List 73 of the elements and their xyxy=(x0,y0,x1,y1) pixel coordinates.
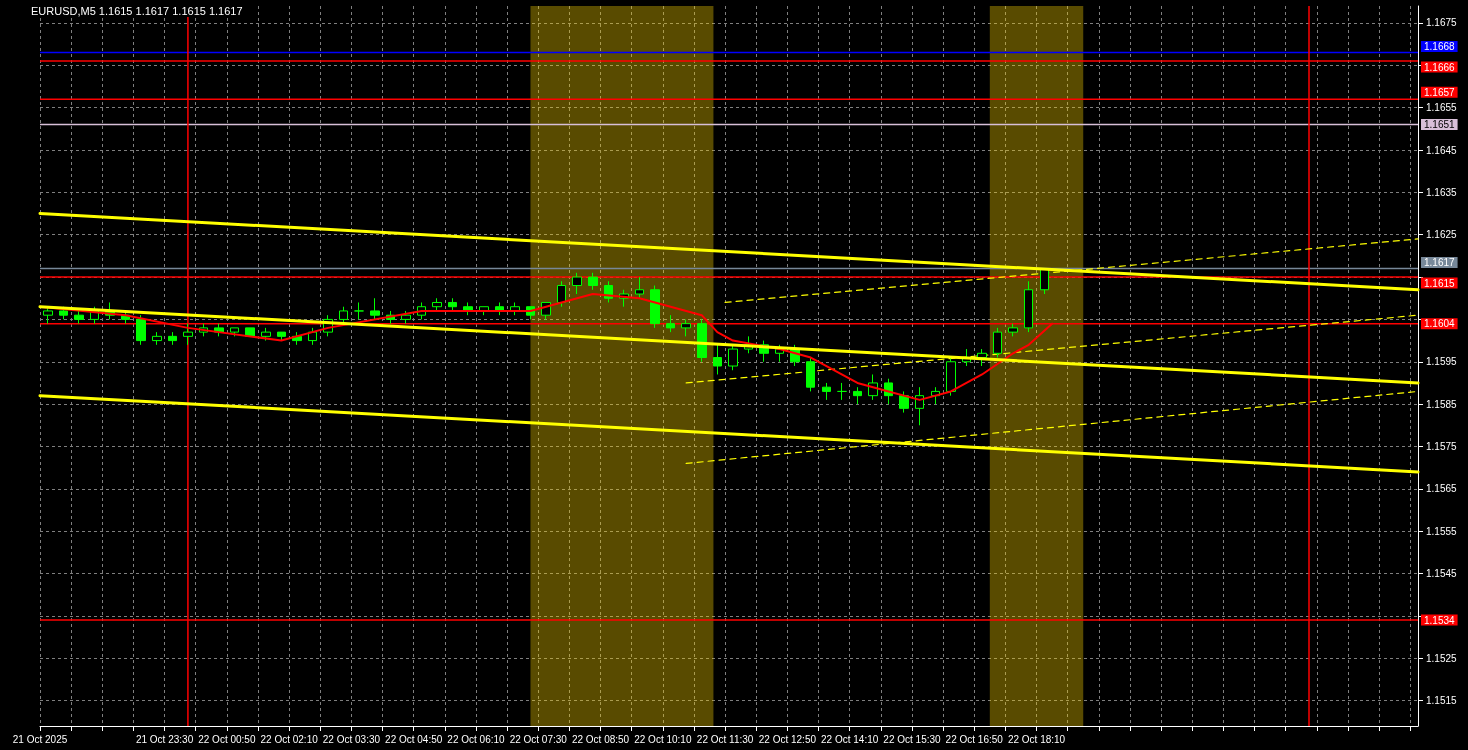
y-tick-label: 1.1625 xyxy=(1426,229,1458,241)
y-tick-label: 1.1515 xyxy=(1426,695,1458,707)
x-tick-label: 22 Oct 10:10 xyxy=(634,733,692,745)
candlestick xyxy=(401,310,411,325)
x-tick-label: 22 Oct 16:50 xyxy=(945,733,1004,745)
x-tick-label: 22 Oct 07:30 xyxy=(509,733,568,745)
candlestick xyxy=(713,344,722,375)
ref-line-label: 1.1617 xyxy=(1424,257,1456,269)
x-tick-label: 22 Oct 08:50 xyxy=(571,733,630,745)
candlestick xyxy=(666,314,675,333)
y-tick-label: 1.1675 xyxy=(1426,17,1458,29)
candlestick xyxy=(43,306,53,325)
candlestick xyxy=(650,285,660,329)
x-tick-label: 22 Oct 11:30 xyxy=(696,733,754,745)
chart-title: EURUSD,M5 1.1615 1.1617 1.1615 1.1617 xyxy=(31,4,243,17)
candlestick xyxy=(728,344,738,371)
x-tick-label: 22 Oct 14:10 xyxy=(821,733,879,745)
candlestick xyxy=(946,357,956,397)
candlestick xyxy=(277,331,286,342)
candlestick xyxy=(899,390,909,414)
candlestick xyxy=(1024,280,1033,333)
x-tick-label: 22 Oct 04:50 xyxy=(385,733,443,745)
ref-line-label: 1.1604 xyxy=(1424,318,1456,330)
candlestick xyxy=(448,297,457,312)
x-tick-label: 22 Oct 06:10 xyxy=(447,733,506,745)
candlestick xyxy=(853,386,862,405)
candlestick xyxy=(681,318,691,337)
y-tick-label: 1.1635 xyxy=(1426,186,1458,198)
candlestick xyxy=(339,306,348,325)
y-tick-label: 1.1575 xyxy=(1426,440,1458,452)
candlestick xyxy=(993,327,1002,359)
y-tick-label: 1.1595 xyxy=(1426,356,1458,368)
candlestick xyxy=(136,314,146,346)
candlestick xyxy=(806,357,815,392)
x-tick-label: 22 Oct 18:10 xyxy=(1007,733,1066,745)
ref-line-label: 1.1657 xyxy=(1424,86,1456,98)
candlestick xyxy=(432,297,442,312)
ref-line-label: 1.1666 xyxy=(1424,61,1456,73)
candlestick xyxy=(152,331,162,346)
x-tick-label: 22 Oct 12:50 xyxy=(758,733,817,745)
x-tick-label: 21 Oct 23:30 xyxy=(135,733,194,745)
x-tick-label: 22 Oct 15:30 xyxy=(883,733,942,745)
candlestick xyxy=(588,272,598,291)
candlestick xyxy=(370,297,380,320)
ref-line-label: 1.1615 xyxy=(1424,277,1456,289)
y-tick-label: 1.1585 xyxy=(1426,398,1458,410)
candlestick xyxy=(168,331,177,346)
candlestick xyxy=(635,276,644,299)
y-tick-label: 1.1565 xyxy=(1426,483,1458,495)
candlestick xyxy=(74,310,84,325)
y-tick-label: 1.1525 xyxy=(1426,652,1458,664)
candlestick xyxy=(261,327,271,342)
x-tick-label: 22 Oct 03:30 xyxy=(322,733,381,745)
y-tick-label: 1.1655 xyxy=(1426,102,1458,114)
candlestick xyxy=(572,272,582,295)
candlestick xyxy=(230,327,239,337)
x-tick-label: 22 Oct 02:10 xyxy=(260,733,319,745)
ref-line-label: 1.1534 xyxy=(1424,614,1456,626)
candlestick xyxy=(354,301,364,320)
candlestick xyxy=(697,318,707,363)
candlestick xyxy=(1008,323,1018,337)
y-tick-label: 1.1545 xyxy=(1426,568,1458,580)
candlestick xyxy=(183,323,193,346)
ref-line-label: 1.1651 xyxy=(1424,119,1456,131)
candlestick xyxy=(557,280,566,308)
y-tick-label: 1.1645 xyxy=(1426,144,1458,156)
x-tick-label: 21 Oct 2025 xyxy=(12,733,68,745)
candlestick xyxy=(837,382,847,401)
candlestick xyxy=(822,382,831,401)
y-tick-label: 1.1555 xyxy=(1426,525,1458,537)
candlestick xyxy=(308,327,317,346)
ref-line-label: 1.1668 xyxy=(1424,41,1456,53)
x-tick-label: 22 Oct 00:50 xyxy=(198,733,256,745)
